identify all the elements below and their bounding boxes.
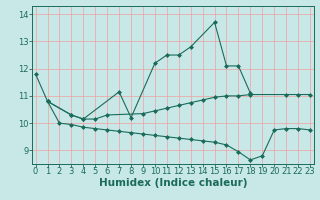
X-axis label: Humidex (Indice chaleur): Humidex (Indice chaleur) — [99, 178, 247, 188]
